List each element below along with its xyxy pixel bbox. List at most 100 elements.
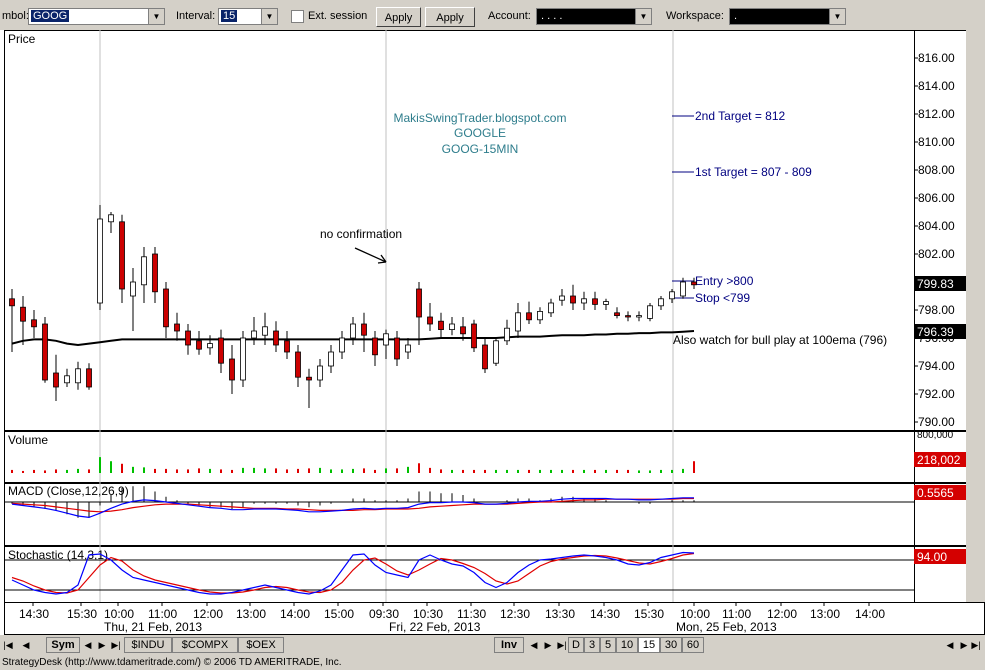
price-tick-label: 794.00: [918, 359, 955, 373]
last-icon[interactable]: ▶|: [557, 640, 567, 650]
tab-period-5[interactable]: 5: [600, 637, 616, 653]
time-tick-label: 12:00: [193, 607, 223, 621]
candle-body: [603, 301, 609, 305]
watermark-line-1: MakisSwingTrader.blogspot.com: [394, 111, 567, 125]
time-tick-label: 10:30: [413, 607, 443, 621]
prev-icon[interactable]: ◀: [84, 640, 92, 650]
candle-body: [196, 340, 202, 350]
candle-body: [350, 323, 356, 339]
apply-all-button[interactable]: Apply All: [425, 7, 475, 42]
tab-oex[interactable]: $OEX: [238, 637, 284, 653]
candle-body: [31, 319, 37, 328]
time-tick-label: 13:30: [545, 607, 575, 621]
time-tick-label: 13:00: [810, 607, 840, 621]
target-2-label: 2nd Target = 812: [695, 109, 786, 123]
time-tick-label: 14:30: [590, 607, 620, 621]
chevron-down-icon[interactable]: ▼: [829, 9, 845, 24]
candle-body: [427, 316, 433, 325]
account-combo[interactable]: . . . . ▼: [536, 8, 652, 25]
candle-body: [482, 344, 488, 370]
candle-body: [339, 337, 345, 353]
chevron-down-icon[interactable]: ▼: [635, 9, 651, 24]
account-value: . . . .: [541, 10, 563, 22]
candle-body: [515, 312, 521, 332]
apply-button[interactable]: Apply: [376, 7, 421, 27]
volume-panel-label: Volume: [8, 433, 48, 447]
last-icon[interactable]: ▶|: [971, 640, 981, 650]
time-tick-label: 15:30: [634, 607, 664, 621]
next-icon[interactable]: ▶: [544, 640, 552, 650]
macd-badge: 0.5565: [917, 486, 954, 500]
candle-body: [317, 365, 323, 381]
tab-period-3[interactable]: 3: [584, 637, 600, 653]
time-tick-label: 10:00: [680, 607, 710, 621]
chevron-down-icon[interactable]: ▼: [148, 9, 164, 24]
candle-body: [163, 288, 169, 328]
ema-badge: 796.39: [917, 325, 954, 339]
candle-body: [460, 326, 466, 335]
tab-indu[interactable]: $INDU: [124, 637, 172, 653]
candle-body: [9, 298, 15, 307]
tab-period-10[interactable]: 10: [616, 637, 638, 653]
price-tick-label: 802.00: [918, 247, 955, 261]
symbol-label: mbol:: [2, 10, 29, 22]
candle-body: [471, 323, 477, 349]
volume-badge-bg: [914, 452, 966, 467]
tab-compx[interactable]: $COMPX: [172, 637, 238, 653]
tab-inv[interactable]: Inv: [494, 637, 524, 653]
vertical-scrollbar[interactable]: [966, 30, 985, 602]
candle-body: [64, 375, 70, 384]
prev-icon[interactable]: ◀: [530, 640, 538, 650]
candle-body: [251, 330, 257, 339]
ext-session-checkbox[interactable]: [291, 10, 304, 23]
candle-body: [152, 253, 158, 293]
candle-body: [42, 323, 48, 381]
tab-period-60[interactable]: 60: [682, 637, 704, 653]
time-tick-label: 13:00: [236, 607, 266, 621]
tab-period-d[interactable]: D: [568, 637, 584, 653]
last-icon[interactable]: ▶|: [111, 640, 121, 650]
candle-body: [438, 320, 444, 331]
candle-body: [383, 333, 389, 346]
next-icon[interactable]: ▶: [98, 640, 106, 650]
time-tick-label: 14:00: [280, 607, 310, 621]
candle-body: [75, 368, 81, 384]
time-tick-label: 11:30: [457, 607, 486, 621]
candle-body: [504, 327, 510, 342]
symbol-combo[interactable]: GOOG ▼: [28, 8, 165, 25]
candle-body: [537, 310, 543, 321]
volume-badge: 218,002: [917, 453, 961, 467]
chart-svg[interactable]: Price Volume MACD (Close,12,26,9) Stocha…: [0, 30, 985, 635]
price-tick-label: 798.00: [918, 303, 955, 317]
workspace-value: .: [734, 10, 738, 22]
macd-signal-line: [11, 497, 694, 513]
candle-body: [141, 256, 147, 286]
workspace-label: Workspace:: [666, 10, 724, 22]
price-tick-label: 814.00: [918, 79, 955, 93]
chart-area: Price Volume MACD (Close,12,26,9) Stocha…: [0, 30, 985, 635]
interval-value: 15: [221, 10, 238, 22]
time-tick-label: 10:00: [104, 607, 134, 621]
candle-body: [647, 305, 653, 319]
tab-period-30[interactable]: 30: [660, 637, 682, 653]
workspace-combo[interactable]: . ▼: [729, 8, 846, 25]
ext-session-label: Ext. session: [308, 10, 368, 22]
volume-top-tick: 800,000: [917, 430, 954, 441]
chevron-down-icon[interactable]: ▼: [261, 9, 277, 24]
price-tick-label: 808.00: [918, 163, 955, 177]
candle-body: [570, 295, 576, 304]
prev-icon[interactable]: ◀: [22, 640, 30, 650]
tab-period-15[interactable]: 15: [638, 637, 660, 653]
price-panel-label: Price: [8, 32, 36, 46]
tab-sym[interactable]: Sym: [46, 637, 80, 653]
interval-combo[interactable]: 15 ▼: [218, 8, 278, 25]
candle-body: [691, 281, 697, 286]
arrowhead: [377, 261, 387, 264]
toolbar: mbol: GOOG ▼ Interval: 15 ▼ Ext. session…: [0, 0, 985, 42]
next-icon[interactable]: ▶: [960, 640, 968, 650]
first-icon[interactable]: |◀: [3, 640, 13, 650]
candle-body: [581, 298, 587, 304]
candle-body: [559, 295, 565, 301]
prev-icon[interactable]: ◀: [946, 640, 954, 650]
stochastic-badge-bg: [914, 549, 966, 564]
